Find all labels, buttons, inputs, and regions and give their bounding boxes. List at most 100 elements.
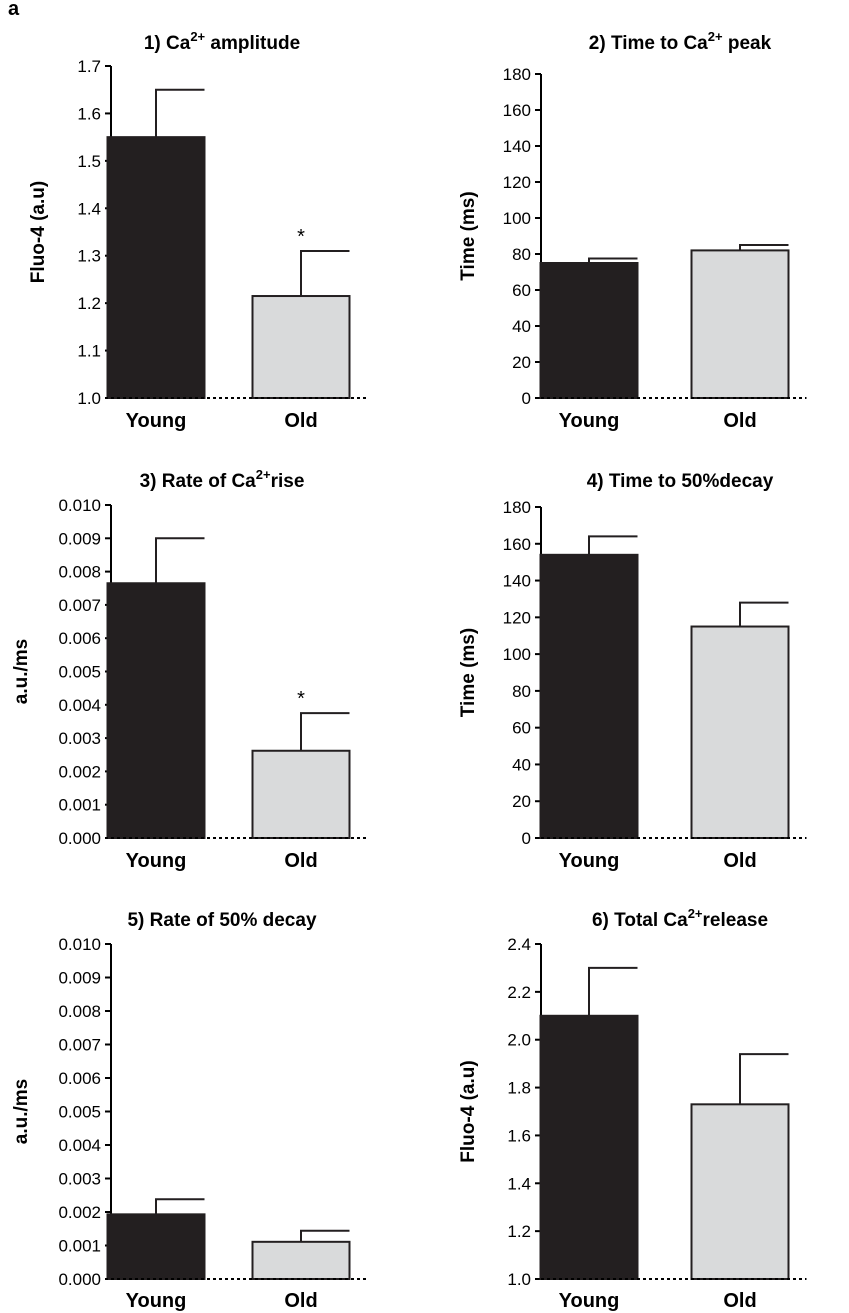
x-tick-label: Old [284,850,317,872]
y-tick-label: 40 [512,755,531,774]
x-tick-label: Young [559,1290,620,1312]
chart-ca-amplitude: 1) Ca2+ amplitude Fluo-4 (a.u) 1.0 1.1 1.2 1.… [28,29,368,432]
y-axis-label: a.u./ms [11,639,32,704]
y-tick-label: 0.004 [58,696,101,715]
bar-young [539,262,639,399]
chart-title: 4) Time to 50%decay [587,471,774,492]
chart-rate-of-50-decay: 5) Rate of 50% decay a.u./ms 0.000 0.001 0.0… [11,910,368,1312]
y-tick-label: 100 [503,209,531,228]
y-axis-label: a.u./ms [11,1079,32,1144]
y-tick-label: 0.000 [58,829,101,848]
bar-old [251,295,351,399]
x-tick-label: Young [559,850,620,872]
y-tick-label: 2.0 [507,1031,531,1050]
y-tick-label: 160 [503,535,531,554]
y-tick-label: 0.000 [58,1270,101,1289]
bar-young [539,553,639,839]
y-tick-label: 0.004 [58,1136,101,1155]
chart-title-suffix: peak [723,33,772,54]
chart-title-superscript: 2+ [708,29,723,44]
y-axis-label: Time (ms) [458,628,479,717]
y-axis-label: Fluo-4 (a.u) [458,1060,479,1162]
x-tick-label: Old [284,410,317,432]
y-tick-label: 0.008 [58,1002,101,1021]
x-tick-label: Young [126,1290,187,1312]
chart-title-superscript: 2+ [190,29,205,44]
figure-panel-label: a [8,0,20,20]
x-tick-label: Old [723,410,756,432]
chart-title-text: 3) Rate of Ca [140,471,257,492]
chart-time-to-peak: 2) Time to Ca2+ peak Time (ms) 0 20 40 60 80 10… [458,29,807,432]
y-tick-label: 2.4 [507,935,531,954]
y-tick-label: 0.007 [58,1036,101,1055]
y-tick-label: 0.007 [58,596,101,615]
bar-old [251,1240,351,1280]
y-tick-label: 1.2 [77,294,101,313]
y-tick-label: 0.001 [58,796,101,815]
y-tick-label: 0 [522,829,531,848]
chart-title: 2) Time to Ca2+ peak [589,29,772,54]
bar-old [690,249,790,399]
bar-young [539,1014,639,1280]
bar-young [106,1213,206,1280]
y-tick-label: 1.3 [77,247,101,266]
chart-title: 1) Ca2+ amplitude [144,29,300,54]
y-tick-label: 140 [503,572,531,591]
chart-title-suffix: amplitude [205,33,300,54]
y-tick-label: 120 [503,173,531,192]
y-tick-label: 1.8 [507,1079,531,1098]
chart-title-superscript: 2+ [688,906,703,921]
bar-young [106,136,206,399]
chart-title-text: 2) Time to Ca [589,33,708,54]
chart-title-suffix: rise [271,471,305,492]
bar-old [690,625,790,839]
chart-time-to-50-decay: 4) Time to 50%decay Time (ms) 0 20 40 60 80 100… [458,471,807,872]
y-tick-label: 180 [503,498,531,517]
y-tick-label: 0.001 [58,1237,101,1256]
chart-title-text: 1) Ca [144,33,191,54]
x-tick-label: Young [559,410,620,432]
chart-title-text: 6) Total Ca [592,910,688,931]
y-tick-label: 0.002 [58,762,101,781]
y-tick-label: 1.1 [77,342,101,361]
y-tick-label: 0.002 [58,1203,101,1222]
y-tick-label: 1.0 [77,389,101,408]
bar-old [690,1103,790,1280]
y-tick-label: 60 [512,281,531,300]
y-tick-label: 60 [512,719,531,738]
x-tick-label: Young [126,410,187,432]
y-tick-label: 140 [503,137,531,156]
x-tick-label: Old [723,850,756,872]
y-tick-label: 120 [503,608,531,627]
x-tick-label: Old [284,1290,317,1312]
y-tick-label: 0.005 [58,663,101,682]
y-tick-label: 0.006 [58,1069,101,1088]
y-tick-label: 0.010 [58,935,101,954]
y-tick-label: 0.003 [58,1170,101,1189]
chart-title-text: 4) Time to 50%decay [587,471,774,492]
significance-marker: * [297,688,305,710]
y-tick-label: 0.009 [58,969,101,988]
bar-old [251,749,351,840]
y-tick-label: 1.0 [507,1270,531,1289]
y-tick-label: 80 [512,245,531,264]
y-tick-label: 1.4 [507,1174,531,1193]
y-tick-label: 1.7 [77,57,101,76]
chart-title: 3) Rate of Ca2+rise [140,467,305,492]
y-tick-label: 1.6 [77,104,101,123]
y-tick-label: 0.005 [58,1103,101,1122]
y-tick-label: 20 [512,792,531,811]
chart-title-text: 5) Rate of 50% decay [127,910,316,931]
y-tick-label: 1.5 [77,152,101,171]
chart-total-release: 6) Total Ca2+release Fluo-4 (a.u) 1.0 1.2 1.… [458,906,807,1312]
chart-title: 6) Total Ca2+release [592,906,768,931]
y-tick-label: 180 [503,65,531,84]
chart-rate-of-rise: 3) Rate of Ca2+rise a.u./ms 0.000 0.001 0.00… [11,467,368,872]
y-axis-label: Time (ms) [458,191,479,280]
y-tick-label: 0.008 [58,563,101,582]
x-tick-label: Young [126,850,187,872]
y-tick-label: 2.2 [507,983,531,1002]
y-tick-label: 0.003 [58,729,101,748]
chart-title-superscript: 2+ [256,467,271,482]
